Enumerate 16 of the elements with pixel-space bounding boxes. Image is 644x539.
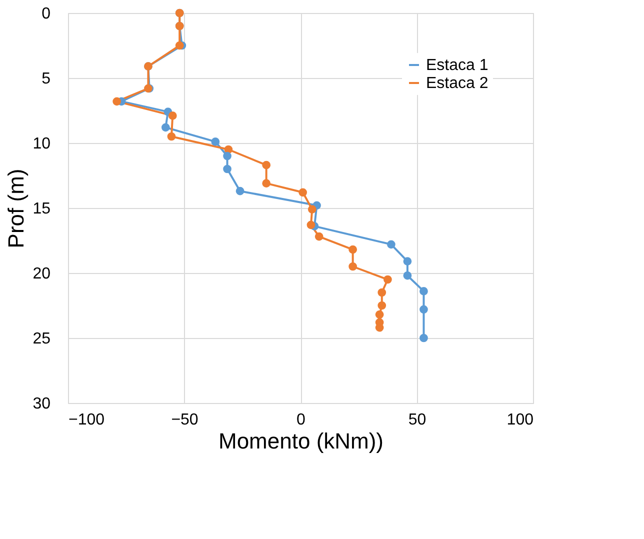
x-axis-title: Momento (kNm))	[218, 428, 384, 454]
y-tick-label: 25	[32, 330, 51, 348]
y-tick-label: 20	[32, 266, 51, 282]
x-tick-label: 100	[506, 412, 534, 428]
x-tick-label: 0	[296, 412, 306, 428]
y-tick-label: 10	[32, 136, 51, 152]
y-tick-label: 30	[32, 396, 51, 412]
legend-label: Estaca 1	[426, 57, 488, 74]
y-tick-label: 0	[42, 6, 51, 22]
y-tick-label: 5	[42, 70, 51, 88]
y-tick-label: 15	[32, 200, 51, 218]
x-tick-label: 50	[408, 412, 426, 428]
legend-label: Estaca 2	[426, 75, 488, 92]
y-axis-title: Prof (m)	[4, 168, 29, 248]
x-tick-label: −100	[68, 412, 105, 428]
x-tick-label: −50	[171, 412, 198, 428]
